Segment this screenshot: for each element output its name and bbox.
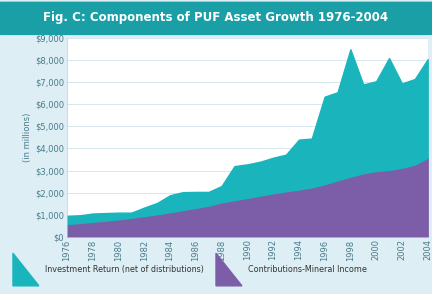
Text: Investment Return (net of distributions): Investment Return (net of distributions) <box>45 265 204 274</box>
FancyBboxPatch shape <box>0 2 432 34</box>
Polygon shape <box>216 253 242 286</box>
Text: Fig. C: Components of PUF Asset Growth 1976-2004: Fig. C: Components of PUF Asset Growth 1… <box>44 11 388 24</box>
Y-axis label: (in millions): (in millions) <box>23 113 32 162</box>
Polygon shape <box>13 253 39 286</box>
Text: Contributions-Mineral Income: Contributions-Mineral Income <box>248 265 367 274</box>
